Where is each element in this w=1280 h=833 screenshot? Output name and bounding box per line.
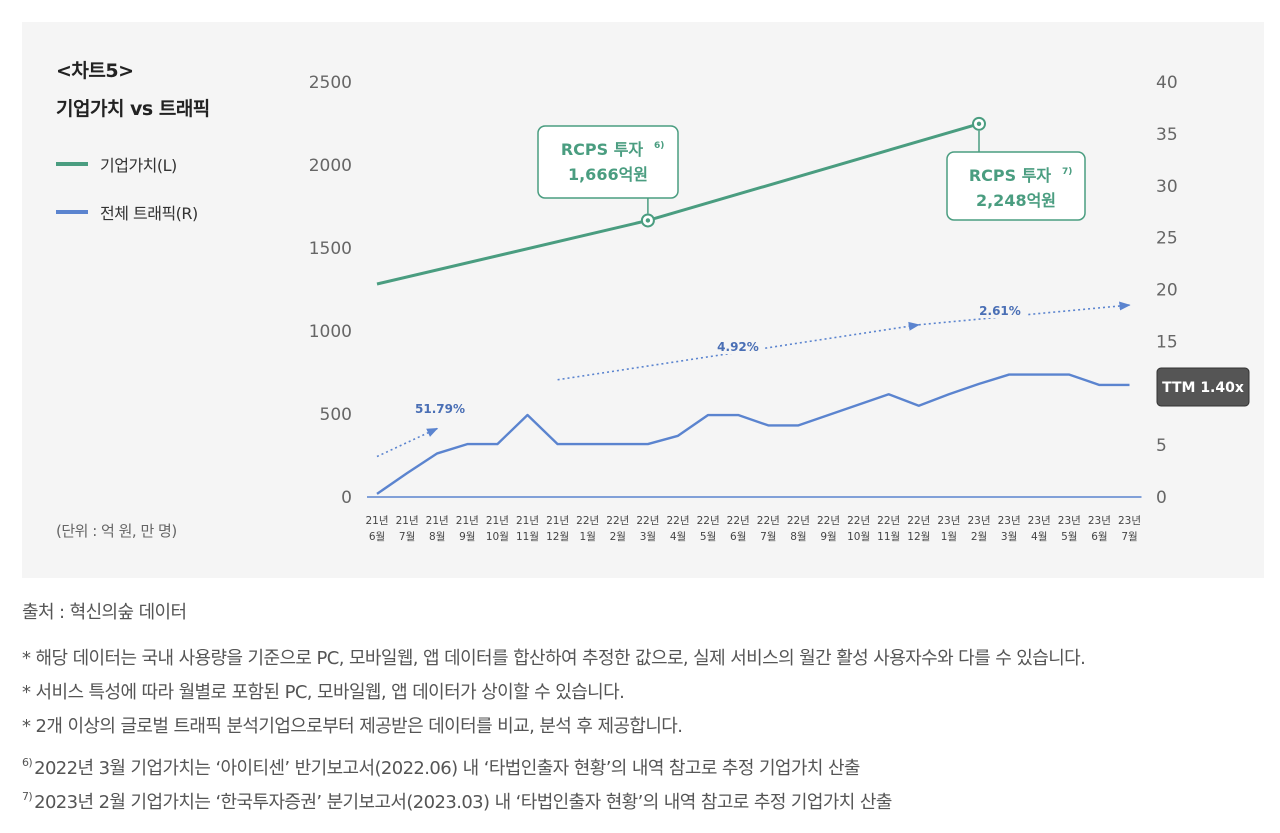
- chart-title: <차트5>: [56, 60, 134, 82]
- enterprise-value-point-dot: [645, 218, 651, 223]
- left-axis-tick: 2000: [309, 156, 352, 176]
- ttm-badge: [1156, 367, 1250, 407]
- legend-item-enterprise-value: 기업가치(L): [56, 152, 177, 176]
- ttm-badge-label: TTM 1.40x: [1162, 380, 1244, 396]
- legend-label: 기업가치(L): [100, 156, 177, 175]
- chart-subtitle: 기업가치 vs 트래픽: [56, 98, 210, 120]
- unit-label: (단위 : 억 원, 만 명): [56, 522, 177, 540]
- left-axis-tick: 0: [341, 488, 352, 508]
- note-bullet: * 2개 이상의 글로벌 트래픽 분석기업으로부터 제공받은 데이터를 비교, …: [22, 716, 683, 737]
- chart-plot: 05001000150020002500051015202530354021년6…: [309, 73, 1250, 543]
- left-axis-tick: 1000: [309, 322, 352, 342]
- x-axis-tick: 21년 9월: [456, 515, 479, 543]
- rcps-callout-amount: 2,248억원: [976, 191, 1056, 210]
- x-axis-tick: 23년 6월: [1088, 515, 1111, 543]
- left-axis-tick: 2500: [309, 73, 352, 93]
- rcps-callout-amount: 1,666억원: [568, 165, 648, 184]
- rcps-callout-title: RCPS 투자: [969, 166, 1052, 185]
- rcps-callout-sup: 7): [1062, 167, 1072, 177]
- x-axis-tick: 21년 11월: [516, 515, 539, 543]
- right-axis-tick: 0: [1156, 488, 1167, 508]
- trend-label: 4.92%: [717, 340, 759, 354]
- x-axis-tick: 23년 3월: [998, 515, 1021, 543]
- x-axis-tick: 22년 10월: [847, 515, 870, 543]
- x-axis-tick: 22년 12월: [907, 515, 930, 543]
- x-axis-tick: 21년 7월: [396, 515, 419, 543]
- x-axis-tick: 22년 5월: [697, 515, 720, 543]
- x-axis-tick: 23년 2월: [967, 515, 990, 543]
- x-axis-tick: 22년 2월: [606, 515, 629, 543]
- legend-swatch-blue: [56, 210, 88, 214]
- enterprise-value-point-dot: [976, 121, 982, 127]
- x-axis-tick: 21년 12월: [546, 515, 569, 543]
- rcps-callout-sup: 6): [654, 141, 664, 151]
- x-axis-tick: 23년 5월: [1058, 515, 1081, 543]
- x-axis-tick: 22년 1월: [576, 515, 599, 543]
- legend-swatch-green: [56, 162, 88, 166]
- footnote-mark: 6): [22, 756, 33, 769]
- right-axis-tick: 25: [1156, 229, 1178, 249]
- trend-arrow: [557, 321, 920, 381]
- x-axis-tick: 22년 4월: [666, 515, 689, 543]
- note-bullet: * 해당 데이터는 국내 사용량을 기준으로 PC, 모바일웹, 앱 데이터를 …: [22, 648, 1086, 669]
- x-axis-tick: 23년 7월: [1118, 515, 1141, 543]
- trend-label-bg: [974, 302, 1026, 318]
- footnote-7: 7) 2023년 2월 기업가치는 ‘한국투자증권’ 분기보고서(2023.03)…: [22, 788, 892, 814]
- right-axis-tick: 15: [1156, 332, 1178, 352]
- x-axis-tick: 23년 4월: [1028, 515, 1051, 543]
- rcps-callout-box: [946, 151, 1086, 221]
- trend-label-bg: [414, 400, 466, 416]
- x-axis-tick: 22년 9월: [817, 515, 840, 543]
- right-axis-tick: 35: [1156, 125, 1178, 145]
- right-axis-tick: 30: [1156, 177, 1178, 197]
- right-axis-tick: 20: [1156, 281, 1178, 301]
- footnote-text: 2022년 3월 기업가치는 ‘아이티센’ 반기보고서(2022.06) 내 ‘…: [34, 758, 860, 779]
- trend-label: 51.79%: [415, 402, 465, 416]
- trend-label: 2.61%: [979, 304, 1021, 318]
- x-axis-tick: 22년 3월: [636, 515, 659, 543]
- rcps-callout-box: [537, 125, 679, 199]
- rcps-callout-title: RCPS 투자: [561, 140, 644, 159]
- x-axis-tick: 22년 6월: [727, 515, 750, 543]
- x-axis-tick: 23년 1월: [937, 515, 960, 543]
- right-axis-tick: 5: [1156, 436, 1167, 456]
- trend-label-bg: [712, 338, 764, 354]
- traffic-line: [376, 373, 1130, 495]
- trend-arrow: [376, 427, 439, 458]
- right-axis-tick: 40: [1156, 73, 1178, 93]
- left-axis-tick: 500: [320, 405, 352, 425]
- x-axis-tick: 22년 11월: [877, 515, 900, 543]
- footnote-6: 6) 2022년 3월 기업가치는 ‘아이티센’ 반기보고서(2022.06) 내…: [22, 754, 860, 780]
- chart-panel: 05001000150020002500051015202530354021년6…: [22, 22, 1264, 578]
- legend-item-traffic: 전체 트래픽(R): [56, 200, 198, 224]
- footnote-mark: 7): [22, 790, 33, 803]
- left-axis-tick: 1500: [309, 239, 352, 259]
- x-axis-tick: 21년 10월: [486, 515, 509, 543]
- legend-label: 전체 트래픽(R): [100, 204, 198, 223]
- note-bullet: * 서비스 특성에 따라 월별로 포함된 PC, 모바일웹, 앱 데이터가 상이…: [22, 682, 625, 703]
- x-axis-tick: 22년 7월: [757, 515, 780, 543]
- x-axis-tick: 21년 8월: [426, 515, 449, 543]
- x-axis-tick: 22년 8월: [787, 515, 810, 543]
- x-axis-tick: 21년 6월: [365, 515, 388, 543]
- footnote-text: 2023년 2월 기업가치는 ‘한국투자증권’ 분기보고서(2023.03) 내…: [34, 792, 892, 813]
- source-note: 출처 : 혁신의숲 데이터: [22, 602, 187, 623]
